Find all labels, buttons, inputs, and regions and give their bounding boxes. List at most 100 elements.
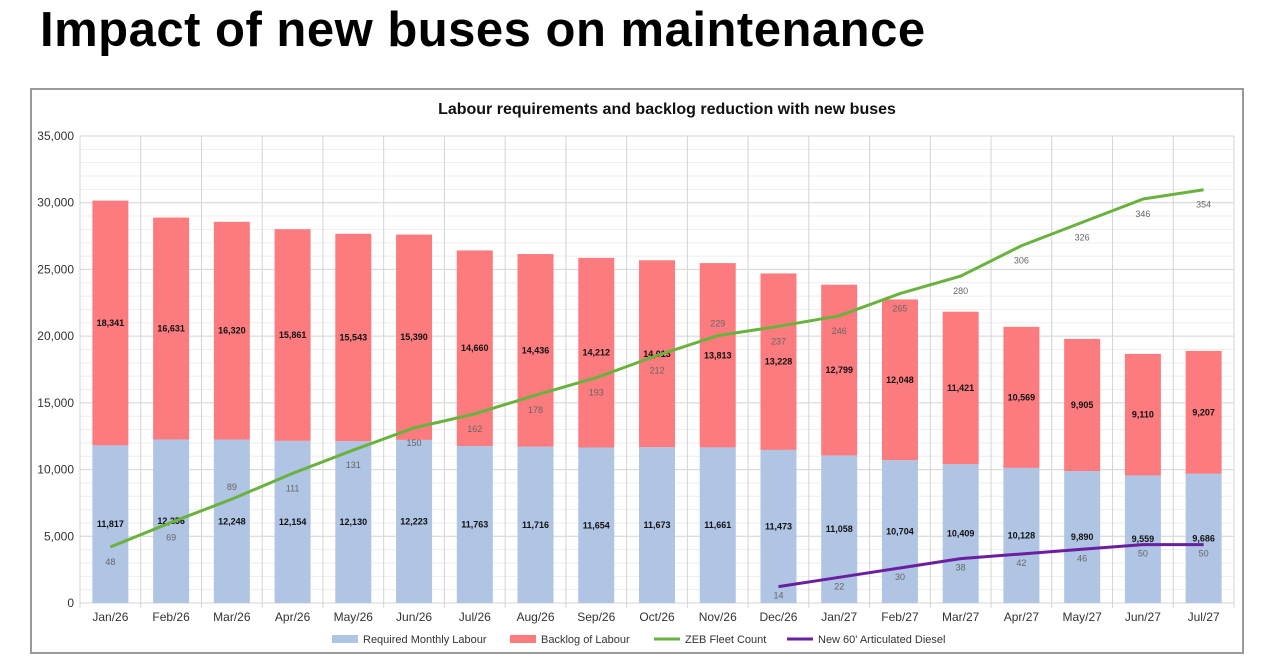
y-tick-label: 0: [67, 596, 74, 610]
y-tick-label: 15,000: [37, 396, 74, 410]
chart-frame: Labour requirements and backlog reductio…: [30, 88, 1244, 654]
data-label-diesel: 14: [773, 591, 783, 601]
x-tick-label: Dec/26: [759, 610, 797, 624]
bar-backlog: [1124, 353, 1161, 476]
x-tick-label: Aug/26: [517, 610, 555, 624]
x-tick-label: Jan/27: [821, 610, 857, 624]
bar-backlog: [578, 257, 615, 448]
data-label-diesel: 30: [895, 572, 905, 582]
x-tick-label: Mar/26: [213, 610, 251, 624]
data-label-backlog: 18,341: [97, 318, 125, 328]
legend-swatch: [510, 635, 536, 643]
data-label-backlog: 11,421: [947, 383, 974, 393]
y-tick-label: 5,000: [44, 529, 74, 543]
x-tick-label: May/27: [1062, 610, 1102, 624]
x-tick-label: Apr/27: [1004, 610, 1040, 624]
bar-backlog: [760, 273, 797, 450]
data-label-required: 12,223: [400, 516, 428, 526]
bar-backlog: [92, 200, 129, 446]
data-label-backlog: 14,660: [461, 343, 489, 353]
data-label-diesel: 22: [834, 581, 844, 591]
data-label-diesel: 42: [1016, 558, 1026, 568]
bar-required-labour: [942, 464, 979, 603]
data-label-diesel: 38: [956, 563, 966, 573]
data-label-diesel: 46: [1077, 553, 1087, 563]
legend-swatch: [332, 635, 358, 643]
bar-required-labour: [517, 446, 554, 603]
bar-backlog: [1064, 338, 1101, 472]
data-label-zeb: 69: [166, 532, 176, 542]
bar-backlog: [699, 263, 736, 448]
bar-required-labour: [1124, 475, 1161, 603]
bar-required-labour: [1185, 473, 1222, 603]
data-label-backlog: 9,905: [1071, 400, 1094, 410]
bar-required-labour: [639, 447, 675, 603]
data-label-backlog: 14,013: [643, 349, 671, 359]
legend-label: New 60' Articulated Diesel: [818, 634, 945, 646]
data-label-backlog: 9,110: [1132, 410, 1154, 420]
data-label-required: 9,559: [1132, 534, 1155, 544]
data-label-required: 10,128: [1008, 530, 1036, 540]
bar-required-labour: [396, 439, 433, 603]
bar-backlog: [396, 234, 433, 440]
bar-backlog: [639, 260, 675, 448]
data-label-zeb: 131: [346, 460, 361, 470]
data-label-zeb: 48: [105, 557, 115, 567]
bar-required-labour: [335, 441, 372, 603]
data-label-zeb: 354: [1196, 200, 1211, 210]
data-label-required: 11,763: [461, 520, 488, 530]
data-label-backlog: 12,799: [825, 365, 853, 375]
slide-title: Impact of new buses on maintenance: [40, 3, 926, 57]
data-label-zeb: 162: [467, 424, 482, 434]
data-label-required: 10,704: [886, 527, 914, 537]
bar-required-labour: [92, 445, 129, 603]
bar-required-labour: [699, 447, 736, 603]
y-tick-label: 10,000: [37, 463, 74, 477]
bar-backlog: [821, 284, 858, 456]
bar-backlog: [274, 229, 311, 441]
data-label-backlog: 10,569: [1008, 392, 1036, 402]
bar-backlog: [1185, 350, 1222, 474]
data-label-required: 12,248: [218, 516, 246, 526]
data-label-backlog: 14,436: [522, 345, 550, 355]
x-tick-label: Feb/26: [152, 610, 190, 624]
x-tick-label: Jun/27: [1125, 610, 1161, 624]
data-label-zeb: 89: [227, 482, 237, 492]
data-label-required: 9,890: [1071, 532, 1094, 542]
x-tick-label: Apr/26: [275, 610, 311, 624]
data-label-required: 11,716: [522, 520, 549, 530]
bar-required-labour: [760, 449, 797, 603]
x-tick-label: Jan/26: [92, 610, 128, 624]
x-tick-label: Feb/27: [881, 610, 919, 624]
data-label-required: 11,654: [583, 520, 610, 530]
data-label-zeb: 229: [710, 319, 725, 329]
bar-backlog: [153, 217, 190, 440]
data-label-backlog: 13,228: [765, 357, 793, 367]
bar-backlog: [881, 299, 918, 461]
bar-required-labour: [1064, 471, 1101, 603]
legend-label: Backlog of Labour: [541, 634, 630, 646]
data-label-backlog: 15,861: [279, 330, 307, 340]
data-label-required: 11,473: [765, 521, 792, 531]
data-label-backlog: 12,048: [886, 375, 914, 385]
data-label-backlog: 16,631: [157, 324, 185, 334]
data-label-required: 11,817: [97, 519, 124, 529]
bar-required-labour: [578, 447, 615, 603]
data-label-diesel: 50: [1138, 549, 1148, 559]
data-label-backlog: 13,813: [704, 350, 732, 360]
data-label-backlog: 14,212: [582, 348, 610, 358]
data-label-zeb: 346: [1135, 209, 1150, 219]
bar-required-labour: [213, 439, 250, 603]
x-tick-label: May/26: [334, 610, 374, 624]
bar-backlog: [213, 221, 250, 440]
x-tick-label: Jul/26: [459, 610, 491, 624]
line-zeb-fleet: [109, 188, 1204, 549]
bar-backlog: [335, 233, 372, 442]
x-tick-label: Nov/26: [699, 610, 737, 624]
x-tick-label: Jun/26: [396, 610, 432, 624]
x-tick-label: Sep/26: [577, 610, 615, 624]
bar-required-labour: [456, 446, 493, 603]
data-label-zeb: 237: [771, 336, 786, 346]
legend-label: Required Monthly Labour: [363, 634, 487, 646]
data-label-required: 11,673: [643, 520, 670, 530]
